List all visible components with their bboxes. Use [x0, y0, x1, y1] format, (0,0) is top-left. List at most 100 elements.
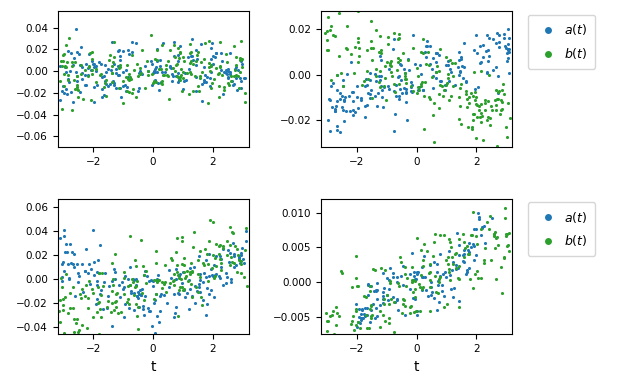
Point	[492, 30, 502, 36]
Point	[147, 61, 157, 67]
X-axis label: t: t	[414, 360, 419, 374]
Point	[410, 278, 420, 284]
Point	[440, 62, 451, 68]
Point	[476, 109, 486, 116]
Point	[394, 31, 404, 37]
Point	[63, 48, 73, 54]
Point	[150, 260, 161, 266]
Point	[412, 308, 422, 314]
Point	[144, 309, 154, 315]
Point	[220, 270, 230, 276]
Point	[57, 63, 67, 69]
Point	[189, 264, 200, 270]
Point	[385, 265, 395, 271]
Point	[445, 57, 456, 63]
Point	[162, 299, 172, 306]
Point	[150, 297, 161, 303]
Point	[145, 308, 155, 314]
Point	[376, 57, 387, 63]
Point	[173, 52, 183, 58]
Point	[366, 315, 376, 321]
Point	[352, 83, 362, 89]
Point	[364, 325, 374, 331]
Point	[381, 59, 392, 65]
Point	[166, 71, 177, 77]
Point	[330, 108, 340, 114]
Point	[96, 292, 106, 298]
Point	[332, 98, 342, 104]
Point	[435, 273, 445, 279]
Point	[235, 55, 245, 61]
Point	[334, 333, 344, 339]
Point	[114, 282, 124, 288]
Point	[461, 79, 471, 85]
Point	[448, 294, 458, 300]
Point	[178, 86, 188, 92]
Point	[409, 309, 419, 315]
Point	[323, 47, 333, 53]
Point	[74, 270, 84, 276]
Point	[185, 265, 195, 271]
Point	[420, 79, 430, 85]
Point	[95, 72, 105, 78]
Point	[135, 68, 145, 74]
Point	[118, 269, 129, 275]
Point	[205, 74, 215, 81]
Point	[231, 74, 241, 81]
Point	[188, 268, 198, 274]
Point	[122, 84, 132, 90]
Point	[199, 77, 209, 83]
Point	[327, 312, 337, 318]
Point	[189, 229, 199, 235]
Point	[54, 319, 65, 325]
Point	[478, 42, 488, 48]
Point	[318, 369, 328, 375]
Point	[397, 90, 407, 96]
Point	[195, 289, 205, 295]
Point	[58, 279, 68, 285]
Point	[372, 313, 382, 319]
Point	[173, 77, 184, 83]
Point	[434, 52, 444, 58]
Point	[342, 22, 352, 28]
Point	[463, 265, 474, 271]
Point	[63, 310, 73, 317]
Point	[364, 92, 374, 98]
Point	[57, 89, 67, 95]
Point	[119, 275, 129, 281]
Point	[100, 93, 111, 99]
Point	[130, 284, 140, 290]
Point	[503, 242, 513, 248]
Point	[240, 247, 250, 253]
Point	[200, 79, 211, 85]
Point	[491, 276, 501, 282]
Point	[187, 293, 197, 299]
Point	[352, 324, 362, 330]
Point	[394, 93, 404, 99]
Point	[94, 59, 104, 65]
Point	[134, 71, 145, 77]
Point	[479, 240, 490, 246]
Point	[200, 312, 211, 318]
Point	[71, 26, 81, 32]
Point	[366, 303, 376, 309]
Point	[425, 262, 435, 268]
Point	[371, 71, 381, 77]
Point	[115, 294, 125, 300]
Point	[174, 75, 184, 81]
Point	[122, 299, 132, 305]
Point	[394, 96, 404, 102]
Point	[390, 89, 400, 95]
Point	[224, 82, 234, 88]
Point	[453, 64, 463, 70]
Legend: $a(t)$, $b(t)$: $a(t)$, $b(t)$	[528, 15, 595, 69]
Point	[128, 276, 138, 282]
Point	[237, 65, 248, 71]
Point	[58, 307, 68, 313]
Point	[365, 87, 376, 93]
Point	[415, 62, 425, 68]
Point	[197, 98, 207, 104]
Point	[207, 40, 218, 46]
Point	[152, 279, 163, 285]
Point	[476, 119, 486, 125]
